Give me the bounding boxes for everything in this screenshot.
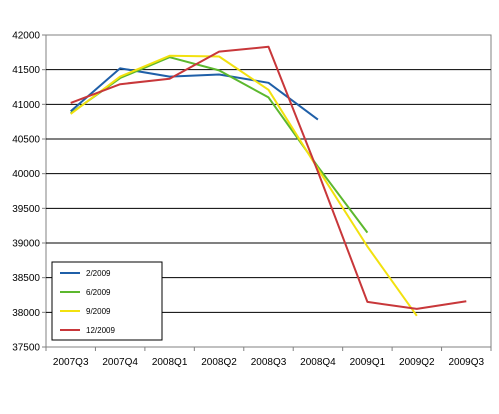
x-axis-ticks: 2007Q3 2007Q4 2008Q1 2008Q2 2008Q3 2008Q4 2009…: [45, 347, 492, 368]
series-line-1: [70, 67, 319, 121]
y-axis-ticks: 37500 38000 38500 39000 39500 40000 40500 41000…: [12, 31, 46, 354]
legend: 2/2009 6/2009 9/2009 12/2009: [51, 261, 163, 341]
series-lines: [70, 45, 467, 317]
legend-label: 2/2009: [86, 269, 111, 278]
legend-box: [51, 261, 163, 341]
series-line-3: [70, 54, 418, 317]
series-line-2: [70, 56, 369, 234]
x-tick-label: 2008Q4: [300, 357, 336, 368]
y-tick-label: 41000: [12, 100, 40, 111]
x-tick-label: 2007Q4: [102, 357, 138, 368]
y-tick-label: 38500: [12, 273, 40, 284]
x-tick-label: 2008Q3: [251, 357, 287, 368]
x-tick-label: 2008Q1: [152, 357, 188, 368]
series-line-4: [70, 45, 467, 310]
x-tick-label: 2009Q3: [448, 357, 484, 368]
y-tick-label: 41500: [12, 65, 40, 76]
y-tick-label: 39500: [12, 204, 40, 215]
y-tick-label: 40500: [12, 135, 40, 146]
x-tick-label: 2009Q1: [350, 357, 386, 368]
x-tick-label: 2009Q2: [399, 357, 435, 368]
y-tick-label: 40000: [12, 169, 40, 180]
y-tick-label: 38000: [12, 308, 40, 319]
legend-label: 12/2009: [86, 326, 115, 335]
x-tick-label: 2008Q2: [201, 357, 237, 368]
x-tick-label: 2007Q3: [53, 357, 89, 368]
y-tick-label: 42000: [12, 31, 40, 42]
y-tick-label: 37500: [12, 343, 40, 354]
legend-label: 9/2009: [86, 307, 111, 316]
legend-label: 6/2009: [86, 288, 111, 297]
y-tick-label: 39000: [12, 239, 40, 250]
